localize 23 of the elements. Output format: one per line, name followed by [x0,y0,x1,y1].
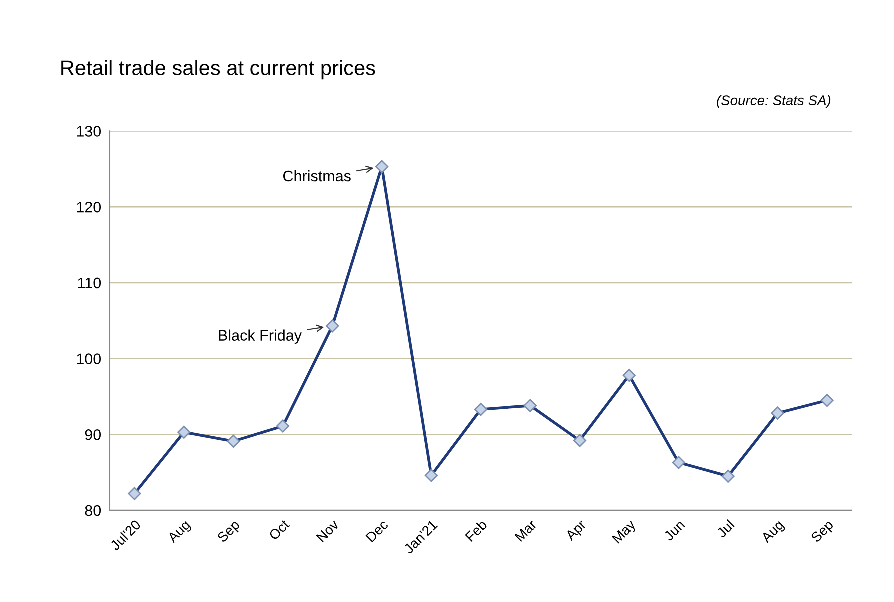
x-tick-label: Jun [664,520,686,542]
y-tick-label: 80 [85,505,102,516]
x-tick-label: May [612,519,639,546]
x-tick-label: Aug [760,520,786,546]
x-tick-label: Mar [514,519,538,542]
x-tick-label: Sep [216,520,242,546]
y-tick-label: 120 [77,202,102,213]
x-tick-label: Dec [366,519,389,543]
x-tick-label: Oct [268,519,290,541]
x-tick-label: Jul [716,519,735,538]
x-tick-label: Aug [167,520,193,546]
annotation: Christmas [284,170,351,182]
y-tick-label: 110 [78,278,102,289]
y-tick-label: 90 [85,430,102,440]
y-tick-label: 130 [77,126,102,137]
annotation: Black Friday [219,330,302,344]
chart-title: Retail trade sales at current prices [62,60,376,80]
x-tick-label: Nov [316,519,340,543]
text: (Source: Stats SA) [717,95,831,108]
y-tick-label: 100 [77,354,102,364]
x-tick-label: Sep [810,520,836,546]
x-tick-label: Apr [565,519,589,544]
x-tick-label: Feb [464,519,488,542]
